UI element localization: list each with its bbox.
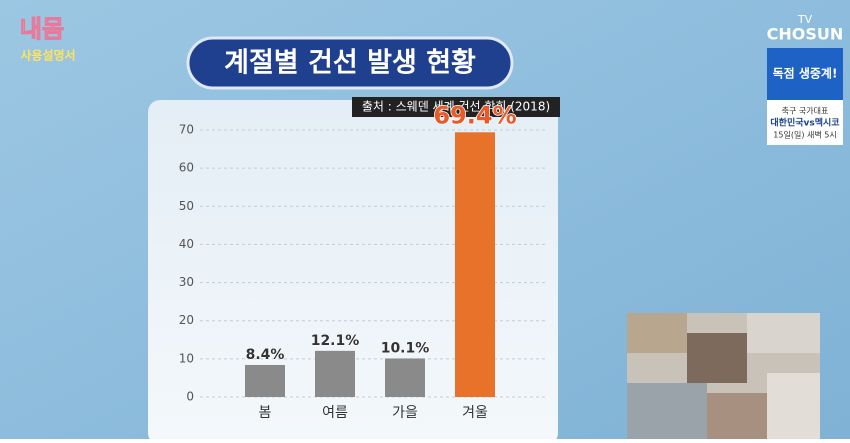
value-label: 10.1% bbox=[381, 340, 430, 356]
promo-line: 축구 국가대표 bbox=[782, 107, 829, 116]
promo-line: 15일(일) 새벽 5시 bbox=[773, 130, 836, 140]
source-box bbox=[352, 97, 560, 117]
y-tick-label: 40 bbox=[179, 237, 194, 251]
y-tick-label: 10 bbox=[179, 351, 194, 365]
y-tick-label: 30 bbox=[179, 275, 194, 289]
y-tick-label: 50 bbox=[179, 199, 194, 213]
promo-bottom bbox=[767, 100, 843, 145]
bar bbox=[315, 350, 355, 397]
logo-main: 내몸 bbox=[20, 15, 64, 43]
y-tick-label: 0 bbox=[186, 390, 194, 404]
bar bbox=[245, 364, 285, 397]
y-tick-label: 70 bbox=[179, 123, 194, 137]
x-tick-label: 가을 bbox=[392, 405, 418, 421]
bar bbox=[455, 132, 495, 397]
value-label: 12.1% bbox=[311, 333, 360, 349]
logo-sub: 사용설명서 bbox=[20, 48, 75, 63]
value-label: 8.4% bbox=[246, 347, 285, 363]
x-tick-label: 겨울 bbox=[462, 405, 488, 421]
chart-title: 계절별 건선 발생 현황 bbox=[224, 48, 476, 79]
promo-top bbox=[767, 48, 843, 100]
blurred-thumbnail bbox=[627, 313, 820, 439]
promo-headline: 독점 생중계! bbox=[773, 66, 838, 81]
value-label: 69.4% bbox=[433, 101, 516, 129]
bar bbox=[385, 358, 425, 397]
x-tick-label: 여름 bbox=[322, 405, 348, 421]
title-pill bbox=[186, 36, 514, 90]
promo-line: 대한민국vs멕시코 bbox=[770, 117, 839, 129]
source: 출처 : 스웨덴 세계 건선 학회 (2018) bbox=[362, 100, 550, 114]
y-tick-label: 20 bbox=[179, 313, 194, 327]
y-tick-label: 60 bbox=[179, 161, 194, 175]
x-tick-label: 봄 bbox=[259, 405, 272, 421]
channel-name: CHOSUN bbox=[767, 25, 844, 44]
channel-tv: TV bbox=[797, 13, 813, 26]
